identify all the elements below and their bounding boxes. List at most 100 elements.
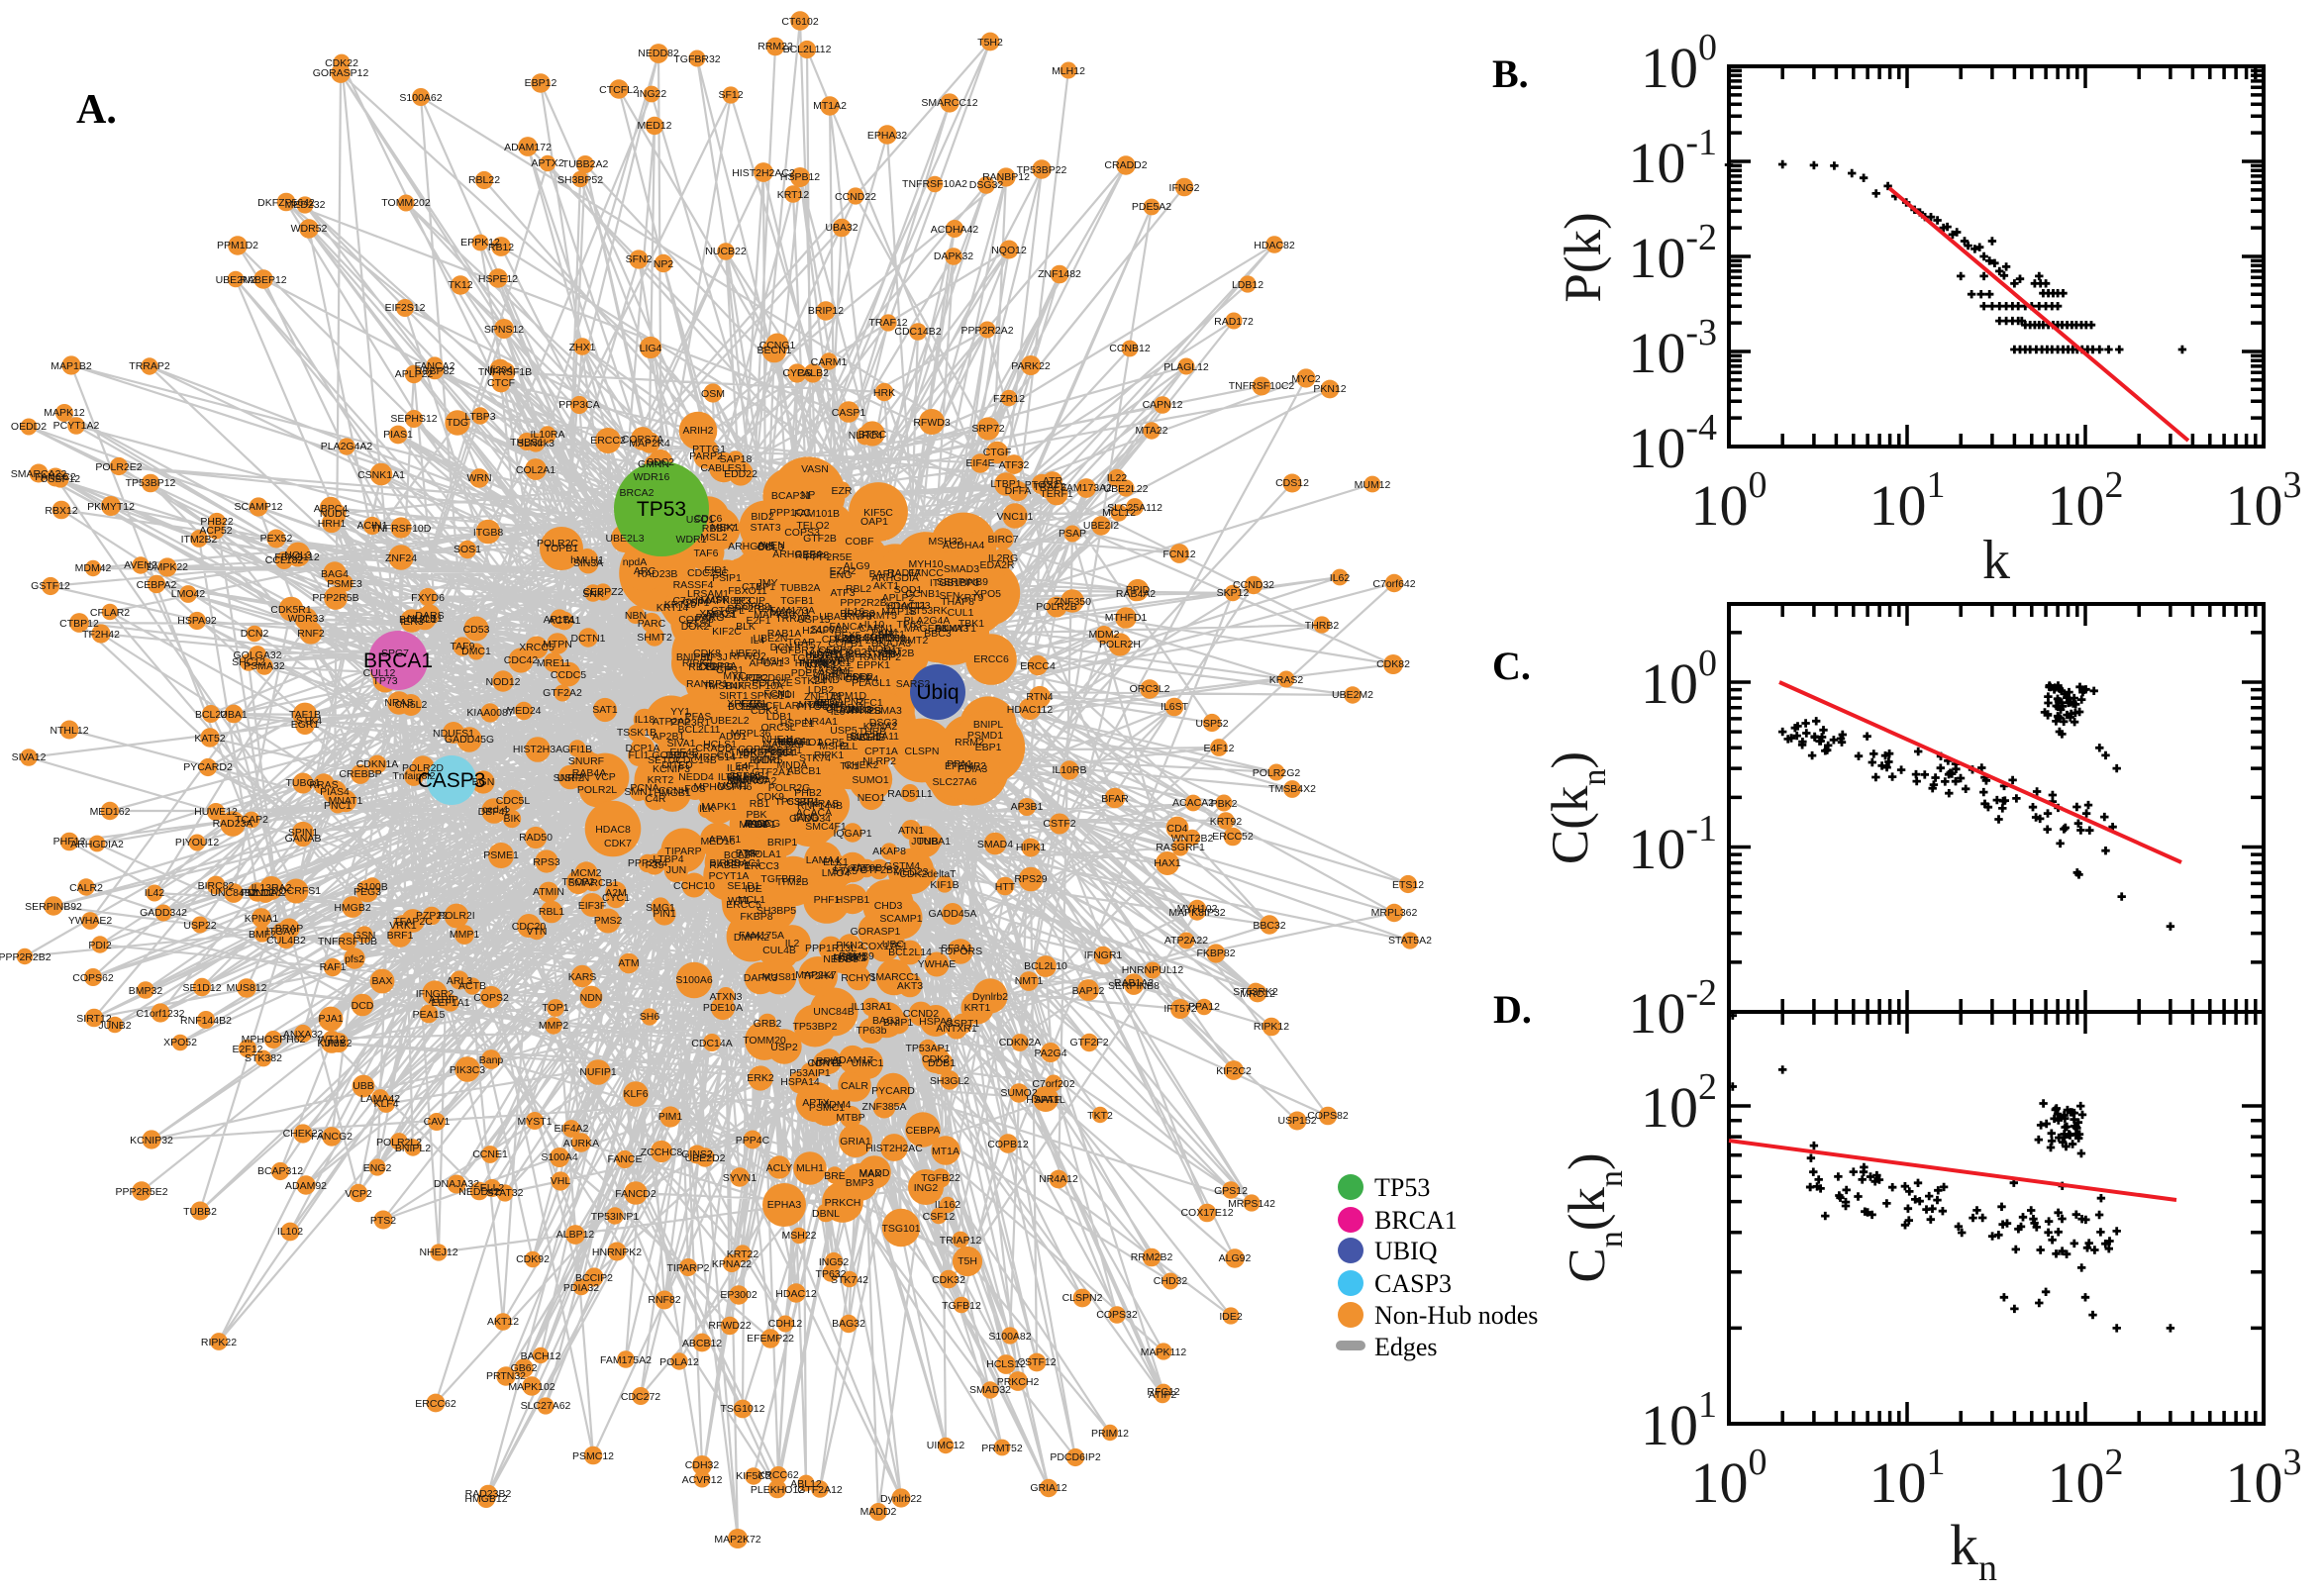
svg-text:MSN: MSN (706, 594, 729, 606)
svg-text:EIF2S1: EIF2S1 (849, 635, 883, 647)
svg-text:TK1: TK1 (840, 760, 858, 772)
svg-text:BRAP: BRAP (275, 923, 304, 935)
svg-text:EGR1: EGR1 (291, 719, 320, 731)
svg-text:STX5: STX5 (832, 865, 858, 877)
svg-text:RAB4A: RAB4A (572, 767, 606, 779)
svg-text:EDD22: EDD22 (724, 468, 758, 480)
svg-text:ACTB: ACTB (458, 980, 486, 992)
svg-text:CEBPA: CEBPA (906, 1125, 941, 1137)
svg-text:MAPK12: MAPK12 (44, 407, 85, 419)
svg-text:OAP1: OAP1 (860, 516, 888, 528)
svg-text:DMPK22: DMPK22 (147, 561, 188, 573)
svg-text:CD4: CD4 (1166, 823, 1187, 835)
svg-text:RBBP8: RBBP8 (795, 549, 830, 561)
svg-text:TP53: TP53 (1374, 1173, 1430, 1202)
svg-text:EPPK1: EPPK1 (857, 659, 890, 671)
svg-text:WDR52: WDR52 (291, 223, 328, 235)
svg-text:ITGB1BP3: ITGB1BP3 (930, 577, 979, 589)
svg-text:SMARCA2: SMARCA2 (727, 775, 777, 787)
svg-text:SPIN1: SPIN1 (288, 827, 319, 839)
svg-text:TUBB2A: TUBB2A (780, 582, 821, 594)
svg-text:SLC25A112: SLC25A112 (1107, 502, 1162, 514)
svg-text:BMP3: BMP3 (846, 1177, 874, 1189)
svg-text:ADAM172: ADAM172 (504, 142, 552, 153)
svg-text:CFLAR2: CFLAR2 (90, 607, 130, 619)
svg-text:SE1D12: SE1D12 (182, 982, 221, 994)
svg-text:UBA32: UBA32 (825, 222, 858, 234)
svg-text:ELL2: ELL2 (480, 1182, 505, 1194)
svg-text:T5H2: T5H2 (977, 37, 1003, 49)
svg-text:LTBP4: LTBP4 (653, 853, 683, 865)
svg-text:FZR12: FZR12 (993, 393, 1025, 405)
svg-text:SRP72: SRP72 (971, 423, 1004, 435)
svg-text:EZR: EZR (832, 485, 853, 497)
svg-text:IL13RA2: IL13RA2 (252, 882, 292, 894)
svg-text:PPP2R5E: PPP2R5E (805, 551, 852, 563)
svg-text:A2M: A2M (605, 887, 627, 899)
svg-text:TGFB22: TGFB22 (921, 1172, 960, 1184)
svg-text:MSH2: MSH2 (819, 741, 848, 752)
svg-text:JNK3: JNK3 (847, 704, 872, 716)
svg-text:MRPS14: MRPS14 (694, 751, 736, 763)
svg-text:TNFRSF10C2: TNFRSF10C2 (1229, 380, 1295, 392)
svg-text:B.: B. (1492, 51, 1529, 96)
svg-text:ILK: ILK (699, 803, 715, 815)
svg-text:PPP2R5E2: PPP2R5E2 (115, 1186, 167, 1198)
svg-text:MED232: MED232 (285, 199, 326, 211)
svg-text:IL13RA1: IL13RA1 (852, 1001, 892, 1013)
svg-text:YWHAE: YWHAE (918, 958, 957, 970)
svg-text:CTBP1: CTBP1 (742, 581, 775, 593)
svg-text:MTA2: MTA2 (798, 699, 825, 711)
svg-text:MED162: MED162 (90, 806, 131, 818)
svg-text:TOP1: TOP1 (542, 1002, 568, 1014)
svg-text:KLF4: KLF4 (373, 1098, 398, 1110)
svg-text:PIK3C3: PIK3C3 (450, 1064, 485, 1076)
svg-text:PDE5A2: PDE5A2 (1132, 201, 1171, 213)
svg-text:SH3BP5: SH3BP5 (757, 905, 796, 917)
svg-text:IDE: IDE (745, 883, 762, 895)
svg-text:PTS: PTS (736, 848, 756, 859)
svg-text:ATP2A2: ATP2A2 (653, 716, 690, 728)
svg-text:LAMA4: LAMA4 (806, 854, 841, 866)
svg-text:JUNB: JUNB (911, 836, 938, 848)
svg-text:PSMC12: PSMC12 (572, 1450, 614, 1462)
svg-text:SF1: SF1 (852, 671, 870, 683)
svg-text:S100A4: S100A4 (541, 1151, 578, 1163)
svg-text:ZNF1482: ZNF1482 (1038, 268, 1081, 280)
svg-text:AKT12: AKT12 (487, 1316, 519, 1328)
svg-text:IFT572: IFT572 (1163, 1003, 1196, 1015)
svg-text:LMO4: LMO4 (822, 867, 851, 879)
svg-text:PHB22: PHB22 (200, 516, 233, 528)
svg-text:RAD50: RAD50 (519, 832, 553, 844)
svg-text:FANCC: FANCC (908, 567, 944, 579)
svg-text:PALB2: PALB2 (797, 367, 829, 379)
svg-text:TP53BP2: TP53BP2 (793, 1021, 838, 1033)
svg-text:BNIP1: BNIP1 (883, 1017, 914, 1029)
svg-text:HMGB1: HMGB1 (654, 787, 691, 799)
svg-text:ING22: ING22 (637, 88, 667, 100)
svg-text:HMGB2: HMGB2 (334, 902, 371, 914)
svg-text:DKFZP5642: DKFZP5642 (257, 197, 315, 209)
svg-text:CDC42: CDC42 (504, 654, 539, 666)
svg-text:PPP4C: PPP4C (736, 1135, 770, 1147)
svg-text:MAPK8IP32: MAPK8IP32 (1168, 907, 1225, 919)
svg-text:HTT: HTT (995, 881, 1016, 893)
svg-text:PSME3: PSME3 (327, 578, 362, 590)
svg-text:PDI2: PDI2 (88, 940, 112, 951)
svg-text:BBC32: BBC32 (1253, 920, 1285, 932)
svg-text:APOA1: APOA1 (749, 657, 783, 669)
svg-text:BIRC7: BIRC7 (988, 534, 1019, 546)
svg-text:IL22: IL22 (1107, 472, 1128, 484)
svg-text:HIST2H2AC2: HIST2H2AC2 (732, 167, 795, 179)
svg-text:SHMT2: SHMT2 (637, 632, 672, 644)
svg-text:CASP3: CASP3 (418, 769, 486, 792)
svg-text:SMN1: SMN1 (624, 786, 653, 798)
svg-text:COPS82: COPS82 (1307, 1110, 1349, 1122)
svg-text:FANCA: FANCA (829, 621, 863, 633)
svg-text:PRIM1: PRIM1 (750, 754, 781, 766)
svg-text:MSH32: MSH32 (928, 536, 962, 548)
svg-text:CD53: CD53 (463, 624, 490, 636)
svg-text:MAPK11: MAPK11 (770, 607, 811, 619)
svg-text:ARHGEF4: ARHGEF4 (772, 549, 822, 560)
svg-text:PSMC1: PSMC1 (809, 1102, 845, 1114)
